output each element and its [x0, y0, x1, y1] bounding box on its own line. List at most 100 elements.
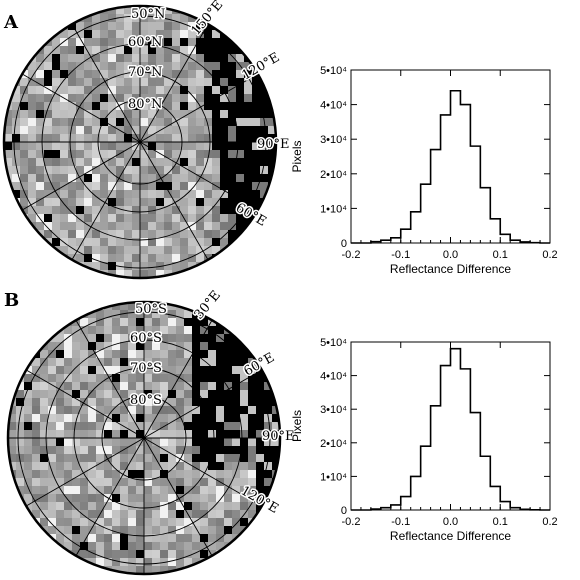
histogram-bin [411, 476, 421, 510]
latitude-ring [41, 43, 239, 241]
meridian-line [143, 319, 213, 439]
histogram-bin [490, 486, 500, 510]
histogram-bin [451, 349, 461, 510]
x-axis-label: Reflectance Difference [390, 529, 512, 543]
longitude-label: 120°E [238, 483, 281, 516]
longitude-label: 60°E [242, 350, 278, 379]
meridian-line [143, 437, 263, 507]
map-outline [2, 4, 278, 280]
panel-label-a: A [4, 12, 18, 33]
meridian-line [71, 23, 141, 143]
y-tick-label: 5•10⁴ [320, 65, 347, 77]
latitude-ring [17, 311, 271, 565]
histogram-bin [510, 508, 520, 510]
histogram-bin [391, 505, 401, 510]
latitude-label: 70°S [130, 361, 162, 376]
panel-label-b: B [4, 290, 20, 311]
x-tick-label: 0.0 [443, 516, 458, 528]
histogram-bin [460, 369, 470, 510]
histogram-line [351, 89, 550, 244]
histogram-bin [391, 238, 401, 243]
latitude-label: 50°S [135, 302, 167, 317]
histogram-bin [421, 184, 431, 243]
x-tick-label: 0.1 [493, 249, 508, 261]
y-tick-label: 2•10⁴ [320, 438, 347, 450]
meridian-line [21, 73, 141, 143]
y-tick-label: 1•10⁴ [320, 471, 347, 483]
longitude-label: 90°E [257, 137, 290, 152]
histogram-bin [520, 509, 530, 510]
y-tick-label: 3•10⁴ [320, 404, 347, 416]
x-axis-label: Reflectance Difference [390, 262, 512, 276]
longitude-label: 60°E [233, 200, 269, 229]
latitude-label: 80°N [128, 97, 162, 112]
histogram-bin [490, 219, 500, 243]
map-outline [6, 300, 282, 576]
x-tick-label: -0.2 [342, 516, 361, 528]
y-tick-label: 0 [341, 238, 347, 250]
histogram-line [351, 347, 550, 511]
histogram-bin [500, 234, 510, 243]
histogram-bin [401, 229, 411, 243]
map-texture [4, 6, 276, 278]
y-tick-label: 4•10⁴ [320, 100, 347, 112]
map-texture [8, 302, 280, 574]
latitude-ring [73, 367, 215, 509]
meridian-line [75, 437, 145, 557]
y-axis-label: Pixels [290, 410, 304, 442]
histogram-bin [431, 150, 441, 243]
latitude-ring [69, 71, 211, 213]
histogram-bin [470, 413, 480, 510]
meridian-line [139, 141, 259, 211]
longitude-label: 120°E [240, 50, 283, 83]
histogram-bin [510, 240, 520, 243]
histogram-bin [451, 91, 461, 243]
meridian-line [139, 23, 209, 143]
histogram-bin [411, 212, 421, 243]
histogram-bin [441, 366, 451, 510]
latitude-ring [97, 99, 183, 185]
histogram-bin [371, 242, 381, 243]
plot-frame [350, 341, 551, 511]
x-tick-label: 0.1 [493, 516, 508, 528]
y-tick-label: 0 [341, 505, 347, 517]
longitude-label: 150°E [189, 0, 227, 39]
latitude-label: 60°S [130, 331, 162, 346]
histogram-bin [381, 508, 391, 510]
y-tick-label: 5•10⁴ [320, 337, 347, 349]
meridian-line [139, 141, 209, 261]
meridian-line [71, 141, 141, 261]
y-tick-label: 2•10⁴ [320, 169, 347, 181]
histogram-bin [480, 188, 490, 243]
meridian-line [25, 437, 145, 507]
meridian-line [139, 73, 259, 143]
meridian-line [75, 319, 145, 439]
plot-frame [350, 69, 551, 244]
histogram-bin [431, 406, 441, 510]
y-tick-label: 3•10⁴ [320, 134, 347, 146]
histogram-bin [460, 105, 470, 243]
x-tick-label: -0.2 [342, 249, 361, 261]
histogram-bin [441, 115, 451, 243]
latitude-ring [101, 395, 187, 481]
meridian-line [143, 369, 263, 439]
x-tick-label: 0.2 [542, 516, 557, 528]
longitude-label: 30°E [192, 288, 224, 323]
latitude-ring [13, 15, 267, 269]
y-tick-label: 1•10⁴ [320, 203, 347, 215]
y-tick-label: 4•10⁴ [320, 371, 347, 383]
histogram-bin [421, 446, 431, 510]
histogram-bin [500, 502, 510, 510]
histogram-bin [381, 240, 391, 243]
histogram-bin [401, 497, 411, 510]
x-tick-label: 0.2 [542, 249, 557, 261]
histogram-bin [371, 509, 381, 510]
latitude-label: 70°N [128, 65, 162, 80]
latitude-label: 60°N [128, 35, 162, 50]
meridian-line [143, 437, 213, 557]
